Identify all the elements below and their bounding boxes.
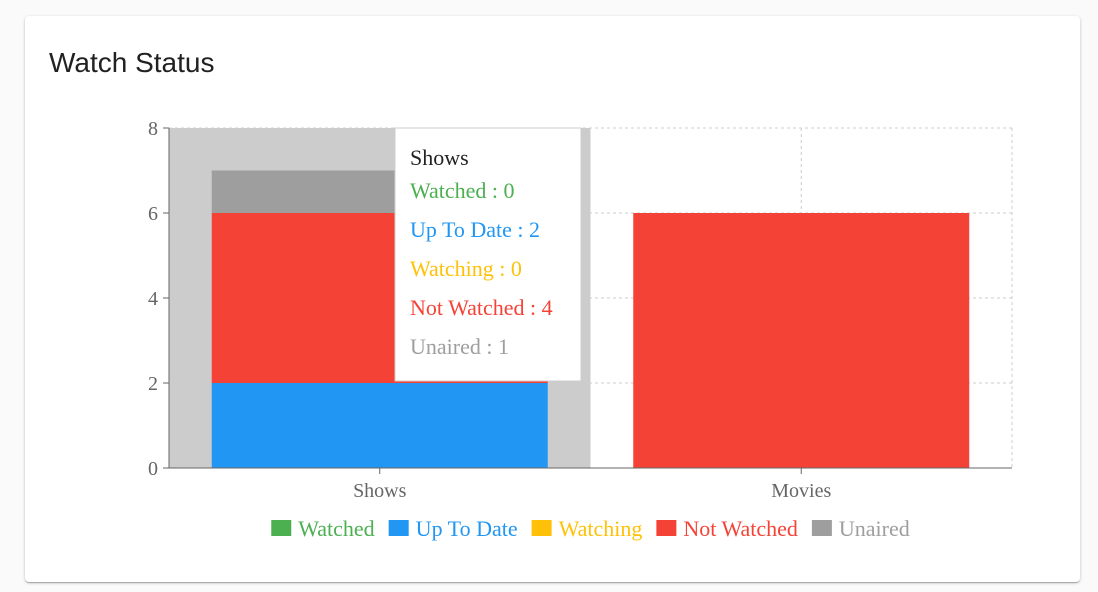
legend-label-watched: Watched bbox=[298, 516, 374, 541]
legend-label-not-watched: Not Watched bbox=[683, 516, 798, 541]
legend-item-unaired[interactable]: Unaired bbox=[811, 516, 910, 541]
legend-item-up-to-date[interactable]: Up To Date bbox=[388, 516, 518, 541]
legend-swatch-not-watched bbox=[656, 520, 677, 536]
tooltip-item: Unaired : 1 bbox=[410, 334, 509, 359]
legend-item-watched[interactable]: Watched bbox=[271, 516, 375, 541]
x-tick-label-shows: Shows bbox=[353, 480, 407, 502]
y-tick-label: 0 bbox=[148, 458, 158, 480]
legend-swatch-up-to-date bbox=[388, 520, 409, 536]
y-tick-label: 4 bbox=[148, 288, 158, 310]
tooltip-box bbox=[394, 127, 582, 382]
y-tick-label: 8 bbox=[148, 118, 158, 140]
y-tick-label: 2 bbox=[148, 373, 158, 395]
bar-shows-up-to-date[interactable] bbox=[211, 383, 548, 468]
legend-swatch-watched bbox=[271, 520, 292, 536]
tooltip-title: Shows bbox=[410, 145, 469, 170]
legend-swatch-unaired bbox=[811, 520, 832, 536]
tooltip-item: Watched : 0 bbox=[410, 178, 515, 203]
bar-movies-not-watched[interactable] bbox=[633, 213, 970, 468]
legend-item-watching[interactable]: Watching bbox=[531, 516, 643, 541]
legend-label-up-to-date: Up To Date bbox=[416, 516, 518, 541]
legend-swatch-watching bbox=[531, 520, 552, 536]
tooltip-item: Not Watched : 4 bbox=[410, 295, 553, 320]
card-title: Watch Status bbox=[49, 47, 215, 78]
x-tick-label-movies: Movies bbox=[771, 480, 831, 502]
legend-item-not-watched[interactable]: Not Watched bbox=[656, 516, 798, 541]
legend-label-unaired: Unaired bbox=[839, 516, 910, 541]
tooltip-item: Up To Date : 2 bbox=[410, 217, 540, 242]
y-tick-label: 6 bbox=[148, 203, 158, 225]
legend-label-watching: Watching bbox=[559, 516, 643, 541]
tooltip-item: Watching : 0 bbox=[410, 256, 522, 281]
